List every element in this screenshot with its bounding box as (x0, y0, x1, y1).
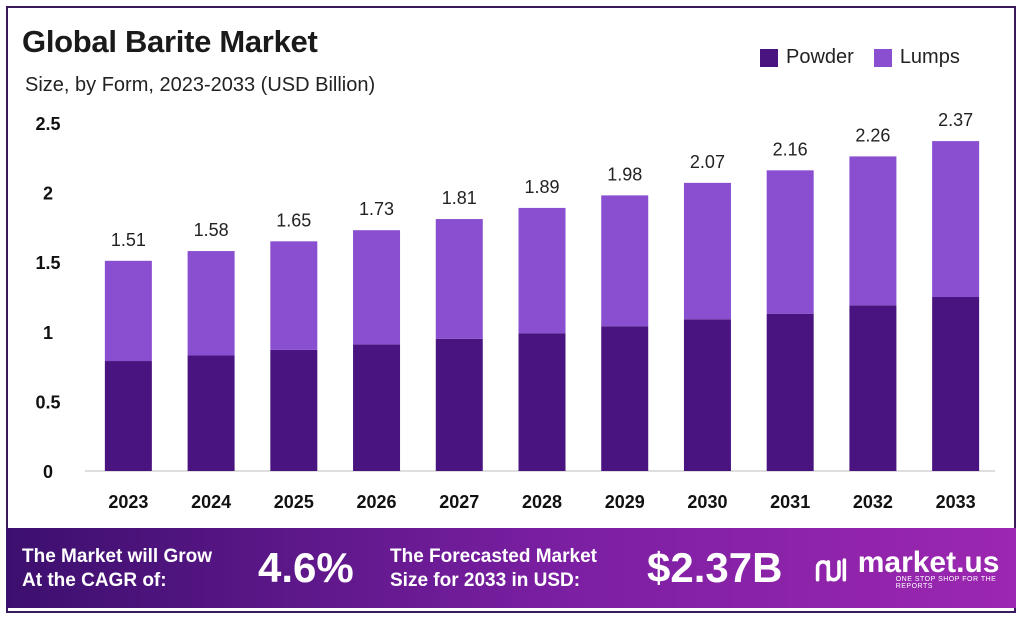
x-tick-label-2024: 2024 (191, 492, 231, 512)
bar-powder-2025 (270, 349, 318, 471)
cagr-value: 4.6% (258, 544, 354, 591)
data-label-2027: 1.81 (442, 188, 477, 208)
market-us-logo-icon (815, 558, 847, 582)
y-tick-label: 2 (43, 184, 53, 204)
legend: Powder Lumps (760, 46, 980, 69)
bar-lumps-2024 (187, 251, 235, 356)
data-label-2024: 1.58 (194, 220, 229, 240)
x-tick-label-2031: 2031 (770, 492, 810, 512)
data-label-2030: 2.07 (690, 152, 725, 172)
bar-powder-2030 (683, 319, 731, 471)
x-tick-label-2023: 2023 (108, 492, 148, 512)
y-tick-label: 2.5 (35, 114, 60, 134)
forecast-value: $2.37B (647, 544, 783, 591)
forecast-label-line2: Size for 2033 in USD: (390, 570, 581, 591)
bar-powder-2023 (104, 361, 152, 471)
footer-banner: The Market will Grow At the CAGR of: 4.6… (6, 528, 1016, 608)
bar-powder-2032 (849, 305, 897, 471)
bar-powder-2024 (187, 355, 235, 471)
bar-powder-2028 (518, 333, 566, 471)
x-tick-label-2028: 2028 (522, 492, 562, 512)
forecast-label-line1: The Forecasted Market (390, 546, 597, 567)
data-label-2025: 1.65 (276, 210, 311, 230)
legend-swatch-lumps (873, 48, 892, 67)
x-tick-label-2032: 2032 (853, 492, 893, 512)
bar-lumps-2023 (104, 260, 152, 362)
x-tick-label-2025: 2025 (274, 492, 314, 512)
legend-label-powder: Powder (786, 46, 854, 68)
chart-subtitle: Size, by Form, 2023-2033 (USD Billion) (25, 74, 376, 96)
data-label-2028: 1.89 (524, 177, 559, 197)
x-tick-label-2027: 2027 (439, 492, 479, 512)
bar-powder-2033 (932, 297, 980, 471)
bar-lumps-2025 (270, 241, 318, 350)
data-label-2031: 2.16 (773, 139, 808, 159)
logo-tagline: ONE STOP SHOP FOR THE REPORTS (895, 576, 997, 590)
bar-lumps-2029 (601, 195, 649, 327)
x-tick-label-2029: 2029 (605, 492, 645, 512)
chart-title: Global Barite Market (22, 24, 318, 59)
logo: market.us ONE STOP SHOP FOR THE REPORTS (814, 548, 1016, 590)
y-tick-label: 0 (43, 462, 53, 482)
y-tick-label: 0.5 (35, 392, 60, 412)
legend-item-powder: Powder (760, 46, 854, 69)
chart-frame (6, 6, 1016, 613)
data-label-2023: 1.51 (111, 230, 146, 250)
bar-powder-2027 (435, 338, 483, 471)
bar-lumps-2028 (518, 207, 566, 334)
x-tick-label-2026: 2026 (357, 492, 397, 512)
cagr-label-line1: The Market will Grow (22, 546, 213, 567)
cagr-label: The Market will Grow At the CAGR of: (22, 545, 212, 593)
logo-name: market.us (857, 546, 1000, 579)
y-tick-label: 1 (43, 323, 53, 343)
legend-label-lumps: Lumps (899, 46, 960, 68)
legend-swatch-powder (760, 48, 778, 67)
bar-lumps-2033 (932, 141, 980, 297)
data-label-2029: 1.98 (607, 164, 642, 184)
bar-chart: 0 0.5 1 1.5 2 2.5 1.51 2023 1.58 2024 1.65 2025 1.73… (35, 110, 995, 512)
bar-powder-2031 (766, 313, 814, 471)
bar-powder-2029 (601, 326, 649, 471)
bar-lumps-2031 (766, 170, 814, 314)
cagr-label-line2: At the CAGR of: (22, 570, 167, 591)
data-label-2026: 1.73 (359, 199, 394, 219)
bar-lumps-2026 (353, 230, 401, 345)
legend-item-lumps: Lumps (873, 46, 960, 69)
bar-powder-2026 (353, 344, 401, 471)
x-tick-label-2030: 2030 (687, 492, 727, 512)
bar-lumps-2030 (683, 182, 731, 320)
bar-lumps-2027 (435, 219, 483, 339)
forecast-label: The Forecasted Market Size for 2033 in U… (390, 545, 597, 593)
data-label-2032: 2.26 (855, 125, 890, 145)
bar-lumps-2032 (849, 156, 897, 306)
x-tick-label-2033: 2033 (936, 492, 976, 512)
y-tick-label: 1.5 (35, 253, 60, 273)
data-label-2033: 2.37 (938, 110, 973, 130)
